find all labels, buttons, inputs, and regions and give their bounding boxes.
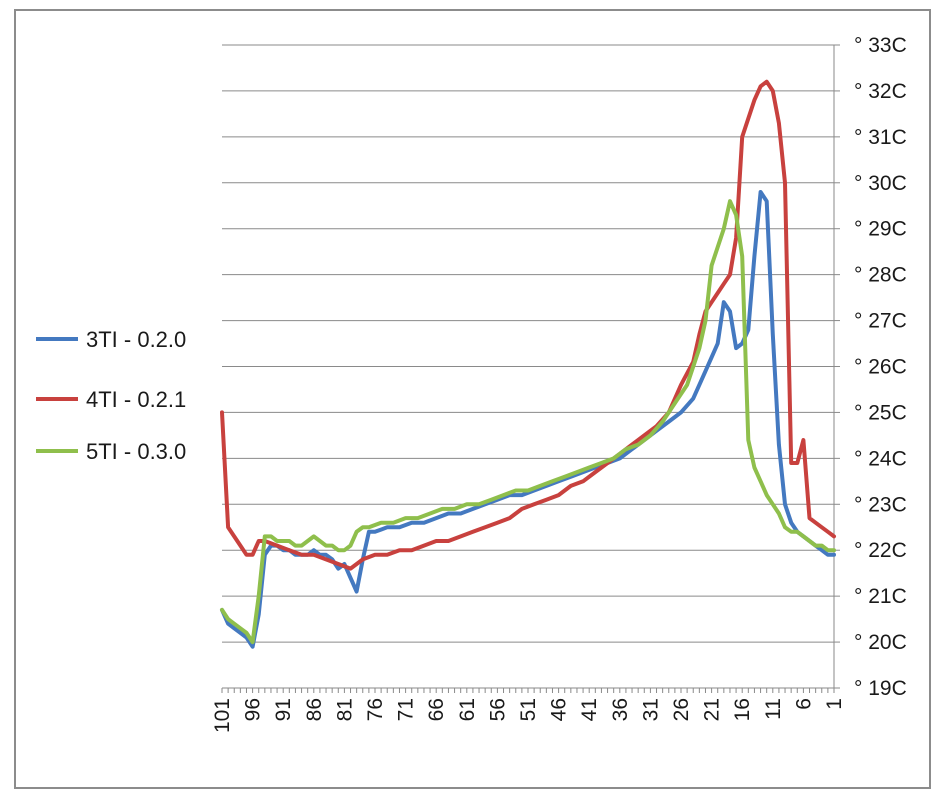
x-tick-label: 26	[670, 698, 693, 721]
y-tick-label: ° 21C	[854, 585, 907, 608]
x-tick-label: 31	[639, 698, 662, 721]
x-tick-label: 51	[517, 698, 540, 721]
x-tick-label: 96	[242, 698, 265, 721]
x-tick-label: 11	[762, 698, 785, 720]
x-tick-label: 71	[395, 698, 418, 721]
legend-label: 3TI - 0.2.0	[86, 327, 186, 352]
y-tick-label: ° 22C	[854, 539, 907, 562]
y-tick-label: ° 24C	[854, 447, 907, 470]
x-tick-label: 86	[303, 698, 326, 721]
x-tick-label: 76	[364, 698, 387, 721]
series-line-3	[220, 199, 836, 645]
y-tick-label: ° 23C	[854, 493, 907, 516]
y-tick-label: ° 30C	[854, 172, 907, 195]
x-tick-label: 6	[792, 698, 815, 710]
x-tick-label: 36	[609, 698, 632, 721]
x-tick-label: 16	[731, 698, 754, 721]
y-axis: ° 19C ° 20C ° 21C ° 22C ° 23C ° 24C ° 25C ° 26C…	[833, 34, 907, 700]
series-line-2	[220, 79, 836, 571]
x-tick-label: 101	[211, 698, 234, 733]
y-tick-label: ° 27C	[854, 310, 907, 333]
x-tick-label: 81	[333, 698, 356, 721]
x-tick-label: 21	[701, 698, 724, 721]
y-tick-label: ° 28C	[854, 264, 907, 287]
legend-label: 4TI - 0.2.1	[86, 387, 186, 412]
gridlines	[222, 44, 834, 643]
y-tick-label: ° 20C	[854, 631, 907, 654]
x-tick-label: 56	[486, 698, 509, 721]
x-axis: 101 96 91 86 81 76 71 66 61 56 51 46 41 36 31 26 21 16 11 6…	[211, 687, 846, 733]
legend: 3TI - 0.2.0 4TI - 0.2.1 5TI - 0.3.0	[36, 327, 186, 464]
y-tick-label: ° 33C	[854, 34, 907, 57]
x-tick-label: 1	[823, 698, 846, 710]
x-tick-label: 41	[578, 698, 601, 721]
x-tick-label: 66	[425, 698, 448, 721]
x-tick-label: 46	[548, 698, 571, 721]
y-tick-label: ° 25C	[854, 401, 907, 424]
y-tick-label: ° 32C	[854, 80, 907, 103]
y-tick-label: ° 31C	[854, 126, 907, 149]
y-tick-label: ° 26C	[854, 356, 907, 379]
legend-label: 5TI - 0.3.0	[86, 439, 186, 464]
x-tick-label: 61	[456, 698, 479, 721]
x-tick-label: 91	[272, 698, 295, 721]
series-lines	[220, 79, 836, 649]
y-tick-label: ° 19C	[854, 677, 907, 700]
y-tick-label: ° 29C	[854, 218, 907, 241]
